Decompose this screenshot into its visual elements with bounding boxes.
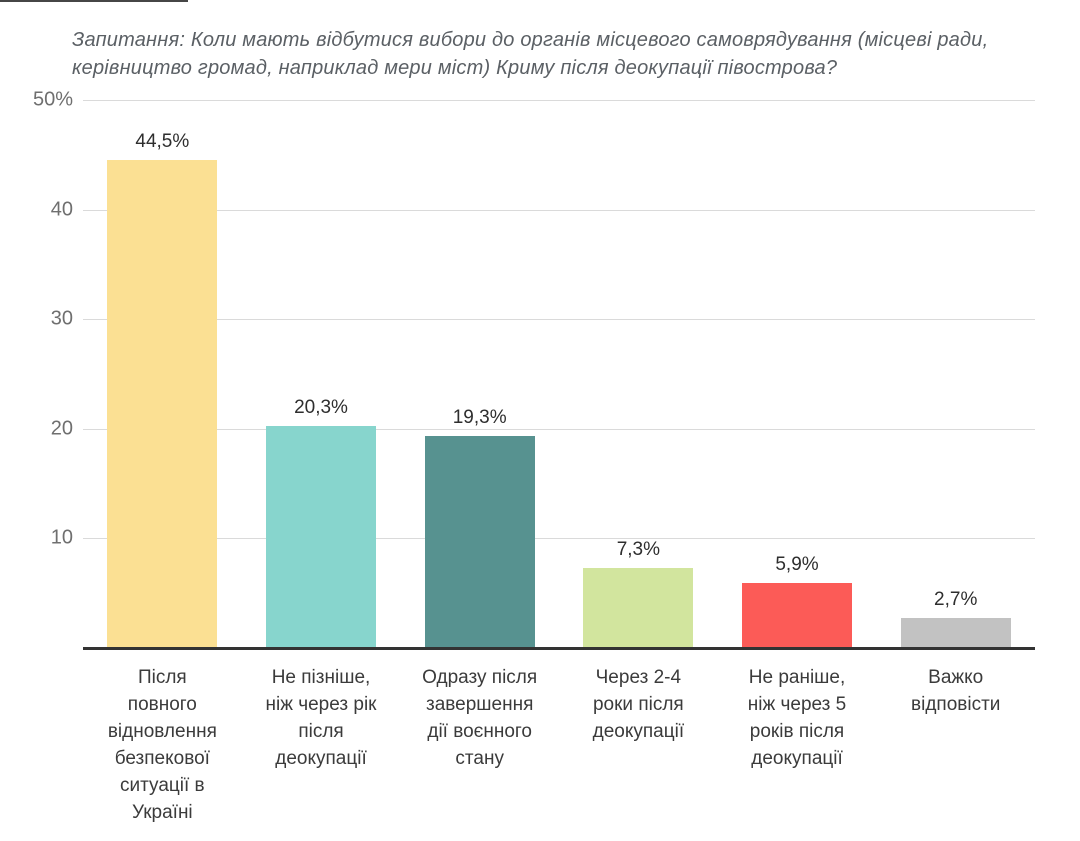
bar: [266, 425, 376, 648]
x-axis-baseline: [83, 647, 1035, 650]
bar-value-label: 44,5%: [135, 131, 190, 153]
gridline: [83, 209, 1035, 211]
gridline: [83, 538, 1035, 540]
bar: [900, 618, 1011, 648]
y-axis-tick-label: 50%: [32, 88, 73, 111]
bar-group: 44,5% Після повного відновлення безпеково…: [83, 100, 242, 823]
plot-area: 44,5% Після повного відновлення безпеково…: [83, 100, 1035, 823]
gridline: [83, 428, 1035, 430]
gridline: [83, 100, 1035, 101]
bar-value-label: 2,7%: [934, 589, 978, 611]
bar-group: 20,3% Не пізніше, ніж через рік після део…: [242, 100, 401, 769]
bar-group: 2,7% Важко відповісти: [876, 100, 1035, 715]
category-label: Після повного відновлення безпекової сит…: [107, 667, 217, 823]
y-axis: 50% 40 30 20 10: [0, 89, 73, 648]
screen-edge-artifact: [0, 0, 188, 2]
bar: [742, 583, 853, 648]
bar: [424, 436, 535, 648]
bar-group: 19,3% Одразу після завершення дії воєнног…: [400, 100, 559, 769]
category-label: Не пізніше, ніж через рік після деокупац…: [265, 667, 377, 769]
bar-group: 5,9% Не раніше, ніж через 5 років після д…: [718, 100, 877, 769]
y-axis-tick-label: 10: [50, 526, 73, 549]
y-axis-tick-label: 20: [50, 417, 73, 440]
bar-value-label: 19,3%: [452, 407, 507, 429]
bar: [583, 568, 694, 648]
gridline: [83, 319, 1035, 321]
bar-value-label: 7,3%: [616, 539, 660, 560]
bar: [107, 160, 218, 648]
y-axis-tick-label: 40: [50, 198, 73, 221]
y-axis-tick-label: 30: [50, 307, 73, 330]
bar-value-label: 5,9%: [775, 554, 819, 576]
category-label: Важко відповісти: [911, 667, 1001, 715]
category-label: Одразу після завершення дії воєнного ста…: [422, 667, 538, 769]
category-label: Через 2-4 роки після деокупації: [592, 667, 685, 742]
chart-title: Запитання: Коли мають відбутися вибори д…: [72, 29, 989, 79]
category-label: Не раніше, ніж через 5 років після деоку…: [747, 667, 847, 769]
bar-group: 7,3% Через 2-4 роки після деокупації: [559, 100, 718, 742]
bars: 44,5% Після повного відновлення безпеково…: [83, 100, 1035, 823]
bar-value-label: 20,3%: [294, 396, 348, 418]
